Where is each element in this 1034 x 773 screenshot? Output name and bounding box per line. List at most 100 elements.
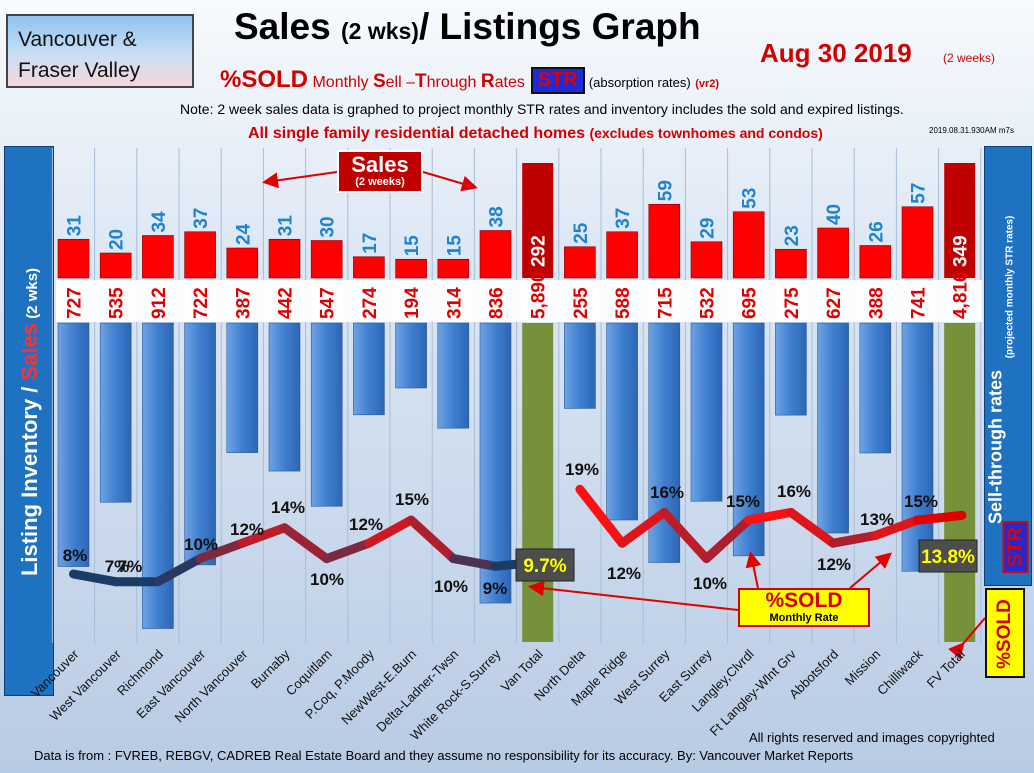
category-label: NewWest-E.Burn bbox=[338, 647, 419, 728]
sales-bar bbox=[226, 247, 259, 279]
sales-label: 37 bbox=[191, 208, 212, 229]
sales-bar bbox=[142, 235, 174, 279]
sales-bar bbox=[437, 258, 470, 279]
inventory-bar bbox=[57, 322, 90, 567]
subtitle-monthly: Monthly Sell –Through Rates bbox=[312, 71, 525, 92]
inventory-bar bbox=[268, 322, 301, 472]
str-line-segment bbox=[828, 531, 880, 548]
inventory-label: 5,890 bbox=[529, 271, 550, 319]
sales-bar bbox=[310, 240, 343, 279]
inventory-label: 741 bbox=[909, 287, 930, 319]
inventory-label: 715 bbox=[655, 287, 676, 319]
inventory-bar bbox=[775, 322, 807, 416]
inventory-label: 275 bbox=[782, 287, 803, 319]
pct-sold-label: 14% bbox=[271, 498, 305, 517]
inventory-label: 274 bbox=[360, 287, 381, 319]
inventory-bar bbox=[606, 322, 638, 521]
sold-arrow-van bbox=[528, 580, 739, 611]
str-line-segment bbox=[195, 538, 247, 564]
sales-bar bbox=[690, 241, 723, 279]
sales-label: 15 bbox=[444, 235, 465, 257]
chart-scope: All single family residential detached h… bbox=[248, 125, 823, 142]
sales-bar bbox=[353, 256, 385, 279]
sales-bar bbox=[99, 252, 132, 279]
inventory-label: 255 bbox=[571, 287, 592, 319]
inventory-label: 314 bbox=[444, 287, 465, 319]
category-label: North Vancouver bbox=[172, 646, 251, 725]
sales-label: 20 bbox=[107, 229, 128, 250]
version-stamp: 2019.08.31.930AM m7s bbox=[929, 126, 1014, 135]
str-line-segment bbox=[280, 523, 332, 564]
pct-sold-label: 7% bbox=[105, 557, 130, 576]
report-period: (2 weeks) bbox=[943, 51, 996, 65]
sales-label: 292 bbox=[529, 235, 550, 267]
chart-subtitle: %SOLD Monthly Sell –Through Rates STR (abs… bbox=[220, 66, 719, 94]
sales-label: 37 bbox=[613, 208, 634, 229]
sales-arrow-left bbox=[262, 171, 338, 189]
pct-sold-label: 12% bbox=[817, 555, 851, 574]
sales-label: 40 bbox=[824, 204, 845, 225]
subtitle-pct: %SOLD bbox=[220, 66, 309, 93]
str-line-segment bbox=[237, 523, 289, 548]
category-label: FV Total bbox=[924, 646, 968, 690]
copyright-notice: All rights reserved and images copyright… bbox=[749, 730, 995, 745]
region-line-2: Fraser Valley bbox=[18, 59, 141, 82]
inventory-bar bbox=[226, 322, 259, 453]
chart-note: Note: 2 week sales data is graphed to pr… bbox=[180, 101, 904, 117]
sales-bar bbox=[732, 211, 765, 279]
str-line-segment bbox=[913, 510, 967, 525]
total-pct-box bbox=[515, 548, 575, 582]
str-line-segment bbox=[659, 507, 711, 564]
pct-sold-label: 10% bbox=[434, 577, 468, 596]
inventory-label: 4,816 bbox=[951, 271, 972, 319]
report-date: Aug 30 2019 bbox=[760, 38, 912, 68]
inventory-bar bbox=[690, 322, 723, 502]
subtitle-version: (vr2) bbox=[695, 78, 720, 90]
inventory-bar bbox=[522, 323, 554, 642]
str-line-segment bbox=[69, 569, 121, 587]
category-label: Chilliwack bbox=[874, 646, 926, 698]
str-line-segment bbox=[153, 554, 205, 587]
str-line-segment bbox=[786, 507, 838, 548]
sold-rate-callout: %SOLD Monthly Rate bbox=[738, 588, 870, 627]
sales-bar bbox=[395, 258, 427, 279]
sales-label: 31 bbox=[276, 215, 297, 237]
sales-label: 349 bbox=[951, 235, 972, 267]
title-rest: / Listings Graph bbox=[418, 6, 701, 47]
inventory-bar bbox=[99, 322, 132, 503]
sales-label: 26 bbox=[866, 221, 887, 242]
sales-label: 59 bbox=[655, 180, 676, 201]
inventory-label: 727 bbox=[65, 287, 86, 319]
inventory-bar bbox=[564, 322, 596, 409]
inventory-label: 442 bbox=[276, 287, 297, 319]
inventory-bar bbox=[901, 322, 934, 572]
pct-sold-label: 10% bbox=[693, 574, 727, 593]
str-line-segment bbox=[617, 507, 669, 548]
sales-arrow-right bbox=[422, 171, 478, 192]
right-axis-panel: (projected monthly STR rates) Sell-throu… bbox=[984, 146, 1032, 586]
region-line-1: Vancouver & bbox=[18, 28, 137, 51]
sales-bar bbox=[522, 163, 554, 278]
pct-sold-label: 15% bbox=[904, 492, 938, 511]
inventory-bar bbox=[479, 322, 512, 604]
sales-label: 23 bbox=[782, 225, 803, 246]
sales-bar bbox=[817, 227, 849, 279]
str-line-segment bbox=[702, 515, 754, 564]
inventory-label-band bbox=[56, 280, 982, 322]
inventory-bar bbox=[395, 322, 427, 389]
sales-bar bbox=[606, 231, 638, 279]
inventory-label: 535 bbox=[107, 287, 128, 319]
sales-label: 15 bbox=[402, 235, 423, 257]
sales-label: 17 bbox=[360, 233, 381, 254]
sales-label: 29 bbox=[698, 218, 719, 239]
total-pct-box bbox=[918, 539, 978, 573]
sales-label: 34 bbox=[149, 211, 170, 233]
inventory-label: 627 bbox=[824, 287, 845, 319]
sales-bar bbox=[564, 246, 596, 279]
inventory-bar bbox=[184, 322, 216, 566]
data-source: Data is from : FVREB, REBGV, CADREB Real… bbox=[34, 748, 854, 763]
subtitle-absorption: (absorption rates) bbox=[588, 75, 691, 90]
pct-sold-label: 8% bbox=[63, 546, 88, 565]
sold-arrow-legend bbox=[948, 617, 986, 660]
region-label: Vancouver & Fraser Valley bbox=[6, 14, 194, 88]
